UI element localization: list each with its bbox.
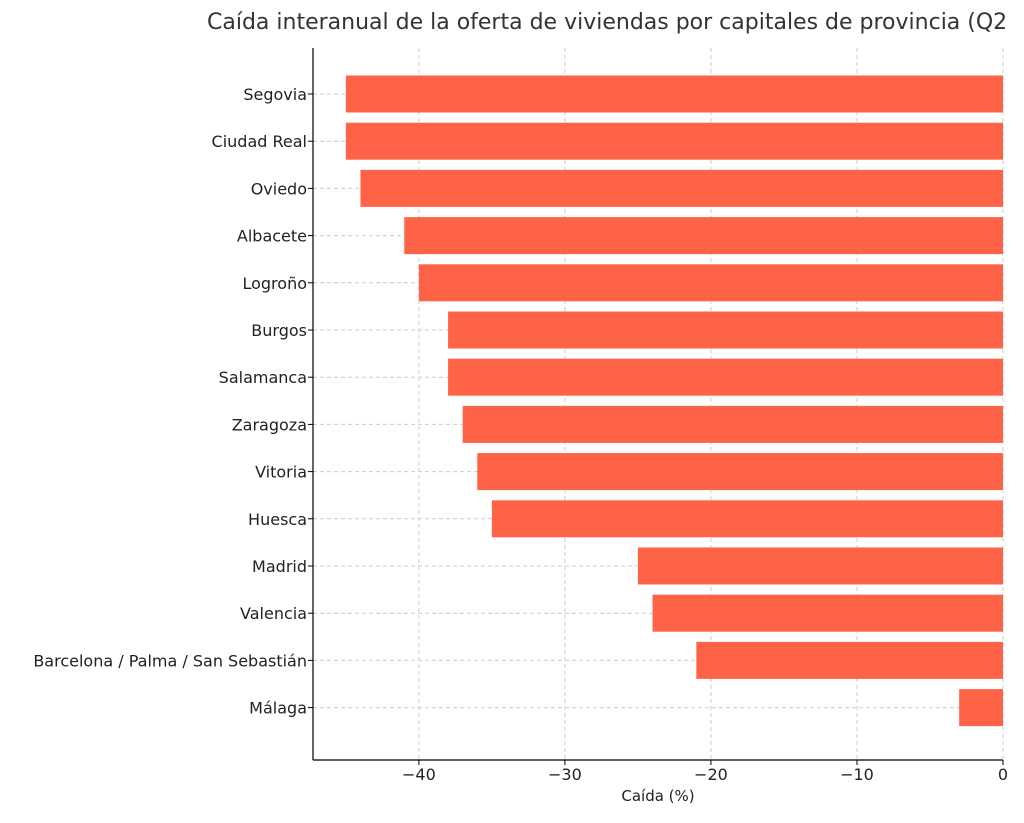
- y-tick-label: Oviedo: [251, 179, 307, 198]
- y-tick-label: Vitoria: [255, 463, 307, 482]
- y-tick-label: Logroño: [242, 274, 307, 293]
- y-tick-label: Salamanca: [219, 368, 307, 387]
- y-tick-label: Albacete: [237, 227, 307, 246]
- y-tick-label: Burgos: [251, 321, 307, 340]
- y-tick-label: Huesca: [248, 510, 307, 529]
- y-tick-label: Barcelona / Palma / San Sebastián: [33, 651, 307, 670]
- x-tick-label: −10: [840, 765, 874, 784]
- bar: [345, 122, 1003, 160]
- y-tick-label: Segovia: [243, 85, 307, 104]
- y-tick-label: Valencia: [240, 604, 307, 623]
- y-tick-label: Ciudad Real: [212, 132, 307, 151]
- x-tick-label: −40: [402, 765, 436, 784]
- bar: [959, 689, 1003, 727]
- bar: [404, 217, 1003, 255]
- bar: [345, 75, 1003, 113]
- bar: [491, 500, 1003, 538]
- bar: [477, 453, 1003, 491]
- chart-title: Caída interanual de la oferta de viviend…: [207, 10, 1008, 35]
- bar: [696, 641, 1003, 679]
- y-tick-label: Madrid: [252, 557, 307, 576]
- bar: [360, 169, 1003, 207]
- bar: [462, 405, 1004, 443]
- bar: [418, 264, 1003, 302]
- bar: [652, 594, 1003, 632]
- bar: [448, 358, 1004, 396]
- x-axis-label: Caída (%): [621, 787, 694, 805]
- y-tick-label: Zaragoza: [232, 415, 307, 434]
- x-tick-label: −30: [548, 765, 582, 784]
- x-tick-label: −20: [694, 765, 728, 784]
- bar: [637, 547, 1003, 585]
- bar: [448, 311, 1004, 349]
- y-tick-label: Málaga: [249, 699, 307, 718]
- x-tick-label: 0: [998, 765, 1008, 784]
